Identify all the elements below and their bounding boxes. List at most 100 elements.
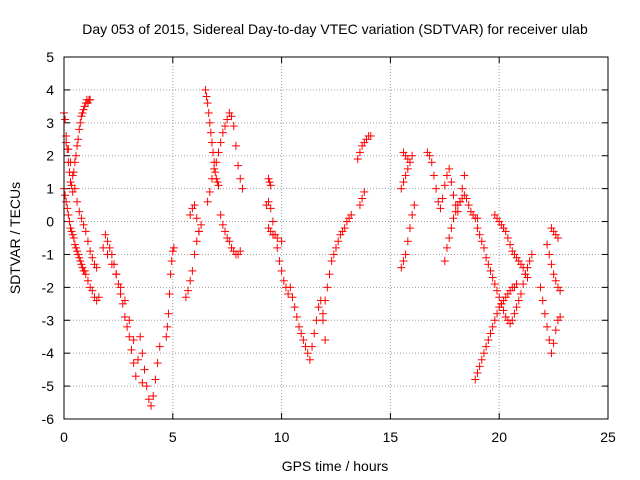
- data-point: [403, 164, 412, 173]
- data-point: [136, 332, 145, 341]
- data-point: [74, 135, 83, 144]
- data-point: [153, 359, 162, 368]
- data-point: [266, 204, 275, 213]
- data-point: [484, 336, 493, 345]
- data-point: [347, 210, 356, 219]
- data-point: [64, 210, 73, 219]
- data-point: [538, 296, 547, 305]
- data-point: [190, 250, 199, 259]
- data-point: [151, 375, 160, 384]
- data-point: [275, 257, 284, 266]
- data-point: [140, 365, 149, 374]
- data-point: [327, 257, 336, 266]
- data-point: [194, 227, 203, 236]
- data-point: [401, 171, 410, 180]
- data-point: [138, 378, 147, 387]
- data-point: [366, 131, 375, 140]
- data-point: [438, 194, 447, 203]
- data-point: [138, 349, 147, 358]
- data-point: [166, 270, 175, 279]
- data-point: [310, 329, 319, 338]
- data-point: [66, 158, 75, 167]
- data-point: [216, 138, 225, 147]
- data-point: [167, 257, 176, 266]
- data-point: [73, 247, 82, 256]
- data-point: [268, 217, 277, 226]
- data-point: [88, 253, 97, 262]
- data-point: [70, 184, 79, 193]
- data-point: [329, 250, 338, 259]
- data-point: [506, 240, 515, 249]
- x-tick-label-2: 10: [274, 429, 290, 445]
- data-point: [549, 270, 558, 279]
- data-point: [77, 214, 86, 223]
- data-point: [236, 247, 245, 256]
- data-point: [488, 322, 497, 331]
- data-point: [197, 220, 206, 229]
- data-point: [184, 286, 193, 295]
- data-point: [543, 322, 552, 331]
- data-point: [218, 128, 227, 137]
- data-point: [556, 286, 565, 295]
- data-point: [477, 355, 486, 364]
- data-point: [355, 148, 364, 157]
- data-point: [553, 234, 562, 242]
- data-point: [147, 401, 156, 410]
- data-point: [103, 237, 112, 246]
- data-point: [155, 342, 164, 351]
- data-point: [279, 276, 288, 285]
- data-point: [61, 191, 70, 200]
- data-point: [81, 227, 90, 236]
- data-point: [169, 243, 178, 252]
- data-point: [61, 115, 70, 124]
- y-tick-label-4: -2: [42, 279, 55, 295]
- data-point: [318, 309, 327, 318]
- data-point: [164, 309, 173, 318]
- data-point: [63, 204, 72, 213]
- data-point: [69, 234, 78, 242]
- data-point: [458, 184, 467, 193]
- data-point: [436, 204, 445, 213]
- data-point: [442, 243, 451, 252]
- data-point: [207, 174, 216, 183]
- x-tick-label-5: 25: [600, 429, 616, 445]
- data-point: [482, 342, 491, 351]
- data-point: [323, 283, 332, 292]
- data-point: [205, 118, 214, 127]
- data-point: [211, 168, 220, 177]
- data-point: [75, 125, 84, 134]
- y-axis-label: SDTVAR / TECUs: [7, 182, 23, 294]
- data-point: [405, 224, 414, 233]
- data-point: [358, 194, 367, 203]
- data-point: [266, 181, 275, 190]
- data-point: [551, 276, 560, 285]
- data-point: [488, 273, 497, 282]
- data-point: [210, 164, 219, 173]
- data-point: [103, 250, 112, 259]
- data-point: [206, 128, 215, 137]
- data-point: [129, 336, 138, 345]
- data-point: [353, 155, 362, 164]
- data-point: [462, 194, 471, 203]
- data-point: [73, 197, 82, 206]
- data-point: [238, 184, 247, 193]
- data-point: [66, 178, 75, 187]
- data-point: [223, 115, 232, 124]
- data-point: [403, 237, 412, 246]
- data-point: [68, 230, 77, 239]
- data-point: [321, 296, 330, 305]
- data-point: [131, 372, 140, 381]
- data-point: [133, 355, 142, 364]
- data-point: [190, 201, 199, 210]
- data-point: [545, 250, 554, 259]
- data-point: [268, 230, 277, 239]
- data-point: [449, 214, 458, 223]
- data-point: [536, 283, 545, 292]
- data-point: [94, 293, 103, 302]
- data-point: [297, 329, 306, 338]
- data-point: [144, 395, 153, 404]
- data-point: [510, 309, 519, 318]
- data-point: [464, 201, 473, 210]
- data-point: [201, 85, 210, 94]
